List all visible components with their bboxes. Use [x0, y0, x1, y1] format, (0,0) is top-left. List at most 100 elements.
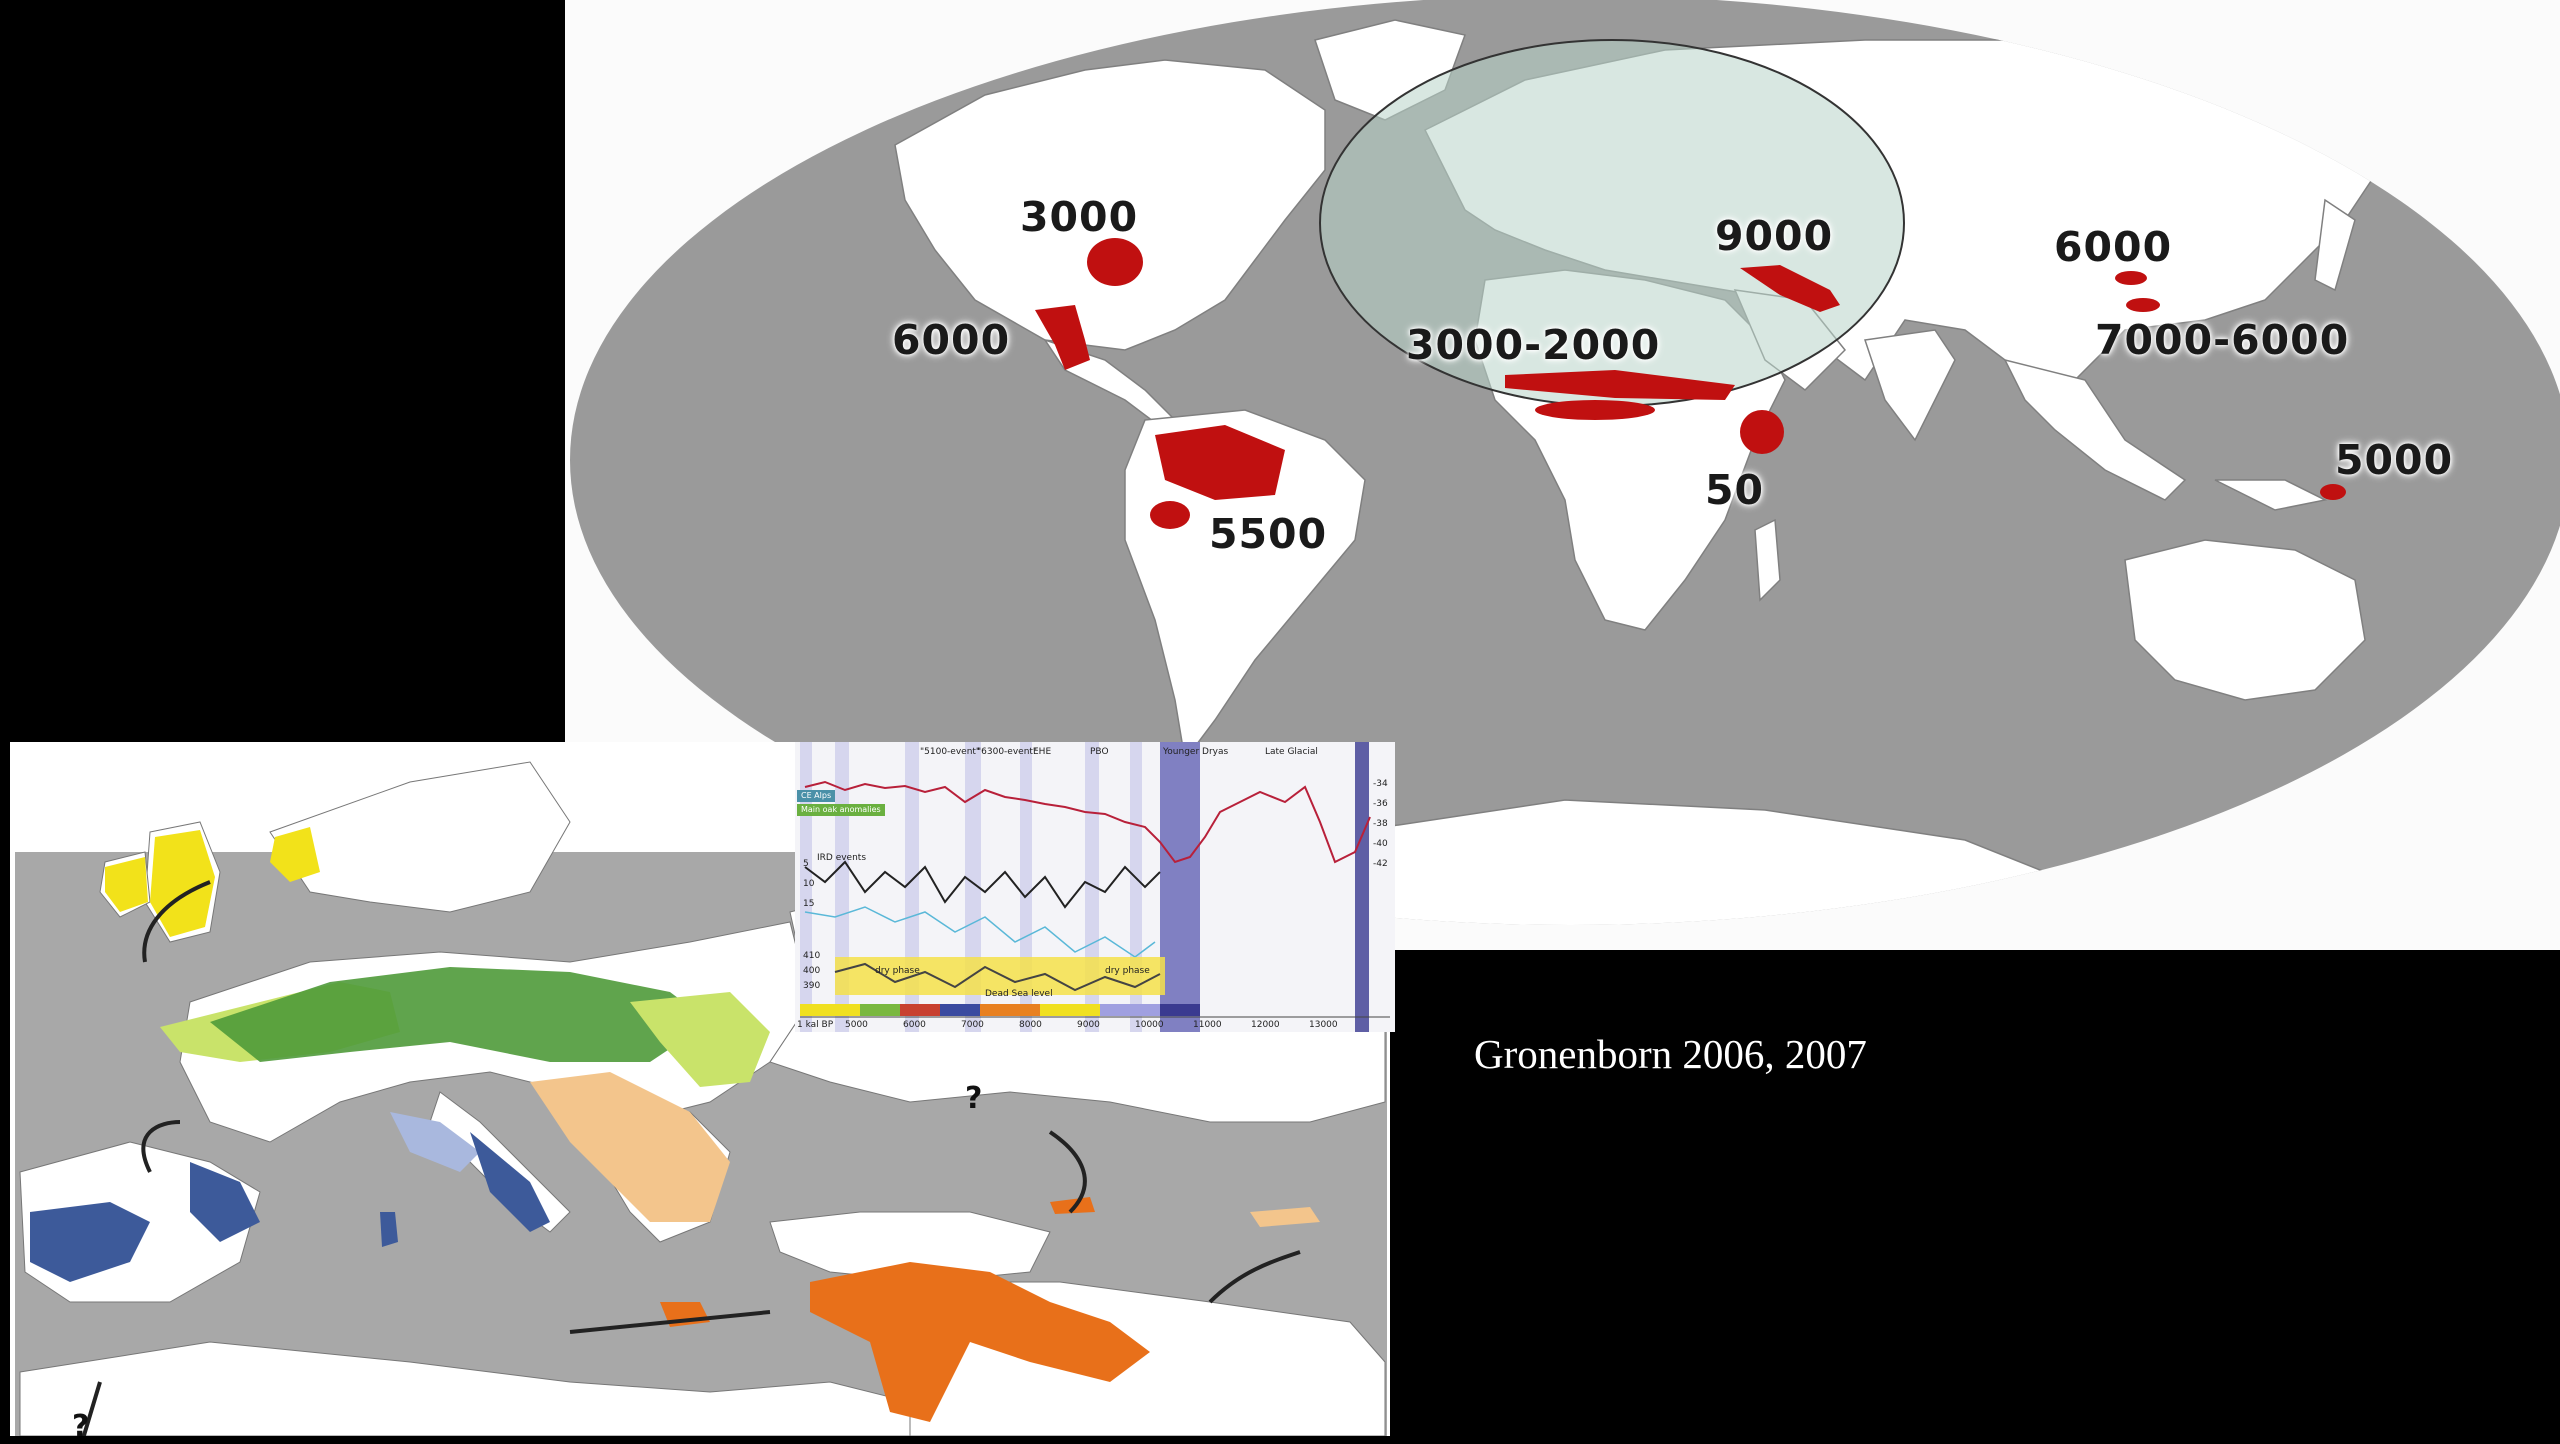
label-south-china: 7000-6000	[2095, 316, 2350, 364]
new-zealand	[2434, 698, 2476, 762]
legend-ce-alps: CE Alps	[797, 790, 836, 802]
level-tick-3: 390	[803, 981, 821, 991]
origin-areas	[1035, 238, 2346, 529]
level-tick-1: 410	[803, 951, 821, 961]
arrow-4	[1208, 1250, 1301, 1304]
right-tick-5: -42	[1373, 859, 1388, 869]
label-sahel: 3000-2000	[1406, 321, 1661, 369]
migration-arrows	[81, 880, 1301, 1436]
origin-amazonia	[1155, 425, 1285, 500]
blue-curve	[804, 906, 1156, 958]
label-north-china: 6000	[2054, 223, 2173, 271]
label-amazonia: 5500	[1209, 510, 1328, 558]
region-orange-caucasus	[1050, 1197, 1095, 1214]
label-na-east: 3000	[1020, 193, 1139, 241]
japan	[2314, 198, 2356, 292]
region-tan-balkans	[530, 1072, 730, 1222]
climate-chart: CE Alps Main oak anomalies "5100-event" …	[795, 742, 1395, 1032]
question-mark-caucasus: ?	[965, 1081, 983, 1116]
origin-north-china	[2115, 271, 2147, 285]
origin-mesoamerica	[1035, 305, 1090, 370]
bottom-tick-2: 6000	[903, 1020, 926, 1030]
origin-amazonia-west	[1150, 501, 1190, 529]
question-mark-africa: ?	[72, 1409, 90, 1444]
header-ehe: EHE	[1033, 747, 1052, 757]
right-tick-4: -40	[1373, 839, 1388, 849]
header-younger-dryas: Younger Dryas	[1163, 747, 1229, 757]
ird-curve	[804, 860, 1161, 909]
dry-phase-band	[835, 957, 1165, 995]
arrow-1	[81, 1381, 102, 1436]
left-tick-3: 15	[803, 899, 815, 909]
region-navy-west	[190, 1162, 260, 1242]
india	[1864, 329, 1956, 442]
lake-level-curve	[834, 962, 1161, 992]
bottom-tick-3: 7000	[961, 1020, 984, 1030]
australia	[2124, 539, 2366, 701]
arrow-2	[141, 1120, 181, 1173]
oxygen-isotope-curve	[804, 780, 1371, 864]
north-africa	[19, 1341, 911, 1436]
region-yellow-ireland	[105, 857, 148, 912]
right-tick-2: -36	[1373, 799, 1388, 809]
origin-near-east	[1740, 265, 1840, 312]
bottom-tick-9: 13000	[1309, 1020, 1338, 1030]
origin-sahel-south	[1535, 400, 1655, 420]
right-tick-1: -34	[1373, 779, 1388, 789]
climate-chart-graphic	[795, 742, 1395, 1032]
region-green-central	[210, 967, 710, 1062]
bottom-tick-0: 1 kal BP	[797, 1020, 834, 1030]
level-tick-2: 400	[803, 966, 821, 976]
southeast-asia	[2003, 358, 2187, 501]
arrow-6	[142, 880, 211, 963]
label-near-east: 9000	[1715, 212, 1834, 260]
north-america	[894, 59, 1326, 351]
new-guinea-island	[2214, 479, 2328, 511]
madagascar	[1754, 518, 1781, 602]
origin-na-east	[1087, 238, 1143, 286]
origin-new-guinea	[2320, 484, 2346, 500]
color-strip	[800, 1004, 1200, 1016]
header-5100: "5100-event"	[920, 747, 981, 757]
bottom-tick-1: 5000	[845, 1020, 868, 1030]
left-tick-1: 5	[803, 859, 809, 869]
header-late-glacial: Late Glacial	[1265, 747, 1318, 757]
bottom-tick-7: 11000	[1193, 1020, 1222, 1030]
region-tan-caspian	[1250, 1207, 1320, 1227]
arrow-5	[569, 1310, 771, 1334]
anatolia	[769, 1211, 1051, 1283]
origin-east-africa	[1740, 410, 1784, 454]
bottom-tick-8: 12000	[1251, 1020, 1280, 1030]
bottom-tick-6: 10000	[1135, 1020, 1164, 1030]
label-east-africa: 50	[1705, 466, 1765, 514]
bottom-tick-5: 9000	[1077, 1020, 1100, 1030]
scandinavia	[269, 761, 571, 913]
region-navy-corsica	[380, 1212, 398, 1247]
citation: Gronenborn 2006, 2007	[1474, 1031, 1867, 1077]
bottom-tick-4: 8000	[1019, 1020, 1042, 1030]
arrow-3	[1048, 1130, 1087, 1214]
left-tick-2: 10	[803, 879, 815, 889]
origin-sahel-north	[1505, 370, 1735, 400]
band-younger-dryas	[1160, 742, 1200, 1032]
region-light-green-east	[630, 992, 770, 1087]
annotation-ird: IRD events	[817, 853, 867, 863]
header-pbo: PBO	[1090, 747, 1109, 757]
annotation-dry-phase-1: dry phase	[875, 966, 920, 976]
europe-map-panel: ? ?	[10, 742, 1395, 1442]
right-tick-3: -38	[1373, 819, 1388, 829]
legend-oak-anomalies: Main oak anomalies	[797, 804, 885, 816]
origin-south-china	[2126, 298, 2160, 312]
region-yellow-denmark	[270, 827, 320, 882]
label-mesoamerica: 6000	[892, 316, 1011, 364]
band-late	[1355, 742, 1369, 1032]
label-new-guinea: 5000	[2335, 436, 2454, 484]
region-light-blue-italy	[390, 1112, 480, 1172]
annotation-dry-phase-2: dry phase	[1105, 966, 1150, 976]
region-navy-iberia	[30, 1202, 150, 1282]
header-6300: "6300-event"	[977, 747, 1038, 757]
south-america	[1124, 409, 1366, 762]
annotation-dead-sea: Dead Sea level	[985, 989, 1053, 999]
region-navy-italy	[470, 1132, 550, 1232]
region-orange-anatolia	[810, 1262, 1150, 1422]
